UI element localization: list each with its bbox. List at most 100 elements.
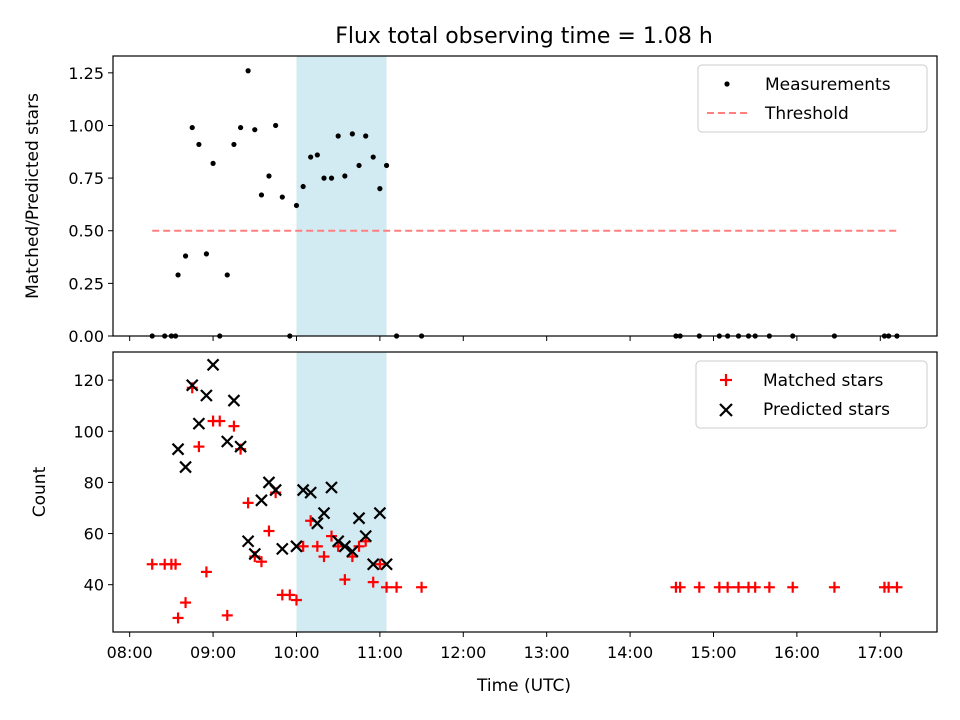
bottom-y-tick-label: 120: [73, 371, 104, 390]
matched-star-point: [828, 581, 840, 593]
bottom-x-tick-label: 10:00: [273, 643, 319, 662]
matched-star-point: [891, 581, 903, 593]
predicted-star-point: [227, 394, 241, 407]
predicted-star-point: [331, 534, 345, 548]
measurement-point: [245, 68, 251, 74]
predicted-star-point: [359, 529, 372, 543]
bottom-x-tick-label: 17:00: [857, 643, 903, 662]
bottom-x-tick-label: 11:00: [357, 643, 403, 662]
matched-star-point: [221, 609, 233, 621]
bottom-y-tick-label: 60: [84, 525, 104, 544]
predicted-star-point: [311, 517, 324, 530]
matched-star-point: [214, 415, 226, 427]
measurement-point: [335, 133, 341, 139]
predicted-star-point: [373, 506, 387, 520]
measurement-point: [258, 192, 265, 198]
matched-star-point: [674, 581, 686, 593]
matched-star-point: [722, 581, 734, 593]
bottom-y-tick-label: 80: [84, 473, 104, 492]
predicted-star-point: [346, 545, 359, 558]
measurement-point: [189, 124, 195, 131]
bottom-y-axis: 40 60 80 100 120: [73, 371, 113, 595]
matched-star-point: [180, 597, 192, 609]
matched-star-point: [391, 581, 403, 593]
matched-star-point: [733, 581, 745, 593]
matched-star-point: [284, 589, 296, 601]
predicted-star-point: [200, 389, 213, 402]
predicted-star-point: [255, 494, 268, 507]
measurement-point: [203, 251, 210, 257]
matched-star-point: [290, 594, 302, 606]
bottom-x-tick-label: 16:00: [774, 643, 820, 662]
measurement-point: [266, 173, 272, 179]
matched-star-point: [172, 612, 184, 624]
measurement-point: [308, 154, 314, 160]
measurement-points: [149, 68, 900, 339]
matched-star-point: [193, 441, 205, 453]
legend-measurements-label: Measurements: [765, 75, 891, 95]
legend-threshold-label: Threshold: [764, 104, 849, 124]
measurement-point: [196, 141, 202, 148]
matched-star-point: [326, 530, 338, 542]
predicted-star-point: [241, 534, 255, 548]
measurement-point: [182, 253, 189, 259]
measurement-point: [224, 272, 230, 278]
bottom-x-tick-label: 14:00: [607, 643, 653, 662]
predicted-star-point: [171, 442, 185, 456]
top-y-tick-label: 0.00: [68, 327, 104, 346]
bottom-legend: Matched stars Predicted stars: [695, 360, 928, 429]
legend-matched-marker: [720, 374, 732, 386]
matched-star-point: [749, 581, 761, 593]
measurement-point: [314, 152, 320, 158]
matched-star-point: [374, 558, 386, 570]
bottom-y-tick-label: 100: [73, 422, 104, 441]
predicted-star-point: [269, 483, 282, 497]
top-y-axis: 0.00 0.25 0.50 0.75 1.00 1.25: [68, 64, 113, 346]
bottom-x-tick-label: 13:00: [524, 643, 570, 662]
predicted-star-point: [338, 540, 352, 553]
top-x-ticks: [129, 336, 881, 341]
matched-star-point: [170, 558, 182, 570]
matched-star-point: [263, 525, 275, 537]
matched-star-point: [146, 558, 158, 570]
measurement-point: [273, 122, 279, 129]
matched-star-point: [381, 581, 393, 593]
predicted-star-point: [276, 542, 289, 556]
matched-star-point: [200, 566, 212, 578]
measurement-point: [300, 183, 306, 190]
measurement-point: [383, 162, 390, 169]
predicted-star-point: [352, 511, 366, 525]
predicted-star-point: [179, 460, 192, 474]
predicted-star-point: [380, 557, 393, 571]
predicted-star-point: [192, 417, 206, 430]
matched-star-point: [353, 540, 365, 552]
predicted-star-point: [234, 440, 247, 453]
measurement-point: [238, 124, 244, 131]
measurement-point: [175, 272, 181, 278]
top-y-label: Matched/Predicted stars: [23, 93, 43, 299]
matched-star-point: [787, 581, 799, 593]
legend-measurements-marker: [724, 81, 730, 87]
measurement-point: [328, 175, 335, 181]
measurement-point: [363, 133, 369, 139]
top-y-tick-label: 1.00: [68, 116, 104, 135]
bottom-x-tick-label: 12:00: [440, 643, 486, 662]
measurement-point: [210, 160, 216, 166]
bottom-y-tick-label: 40: [84, 576, 104, 595]
predicted-star-point: [220, 435, 234, 448]
bottom-x-tick-label: 09:00: [190, 643, 236, 662]
predicted-star-points: [171, 358, 393, 571]
measurement-point: [349, 131, 355, 137]
measurement-point: [342, 173, 348, 179]
top-y-tick-label: 0.75: [68, 169, 104, 188]
matched-star-point: [311, 540, 323, 552]
top-y-tick-label: 0.25: [68, 274, 104, 293]
matched-star-point: [339, 574, 351, 586]
predicted-star-point: [206, 358, 220, 372]
top-y-tick-label: 0.50: [68, 222, 104, 241]
bottom-panel: 40 60 80 100 120 08:00 09:00 10:00 11:00 12:00 13…: [30, 351, 938, 696]
measurement-point: [321, 175, 327, 181]
matched-star-point: [297, 540, 309, 552]
bottom-x-axis: 08:00 09:00 10:00 11:00 12:00 13:00 14:00 15:00…: [107, 632, 903, 662]
